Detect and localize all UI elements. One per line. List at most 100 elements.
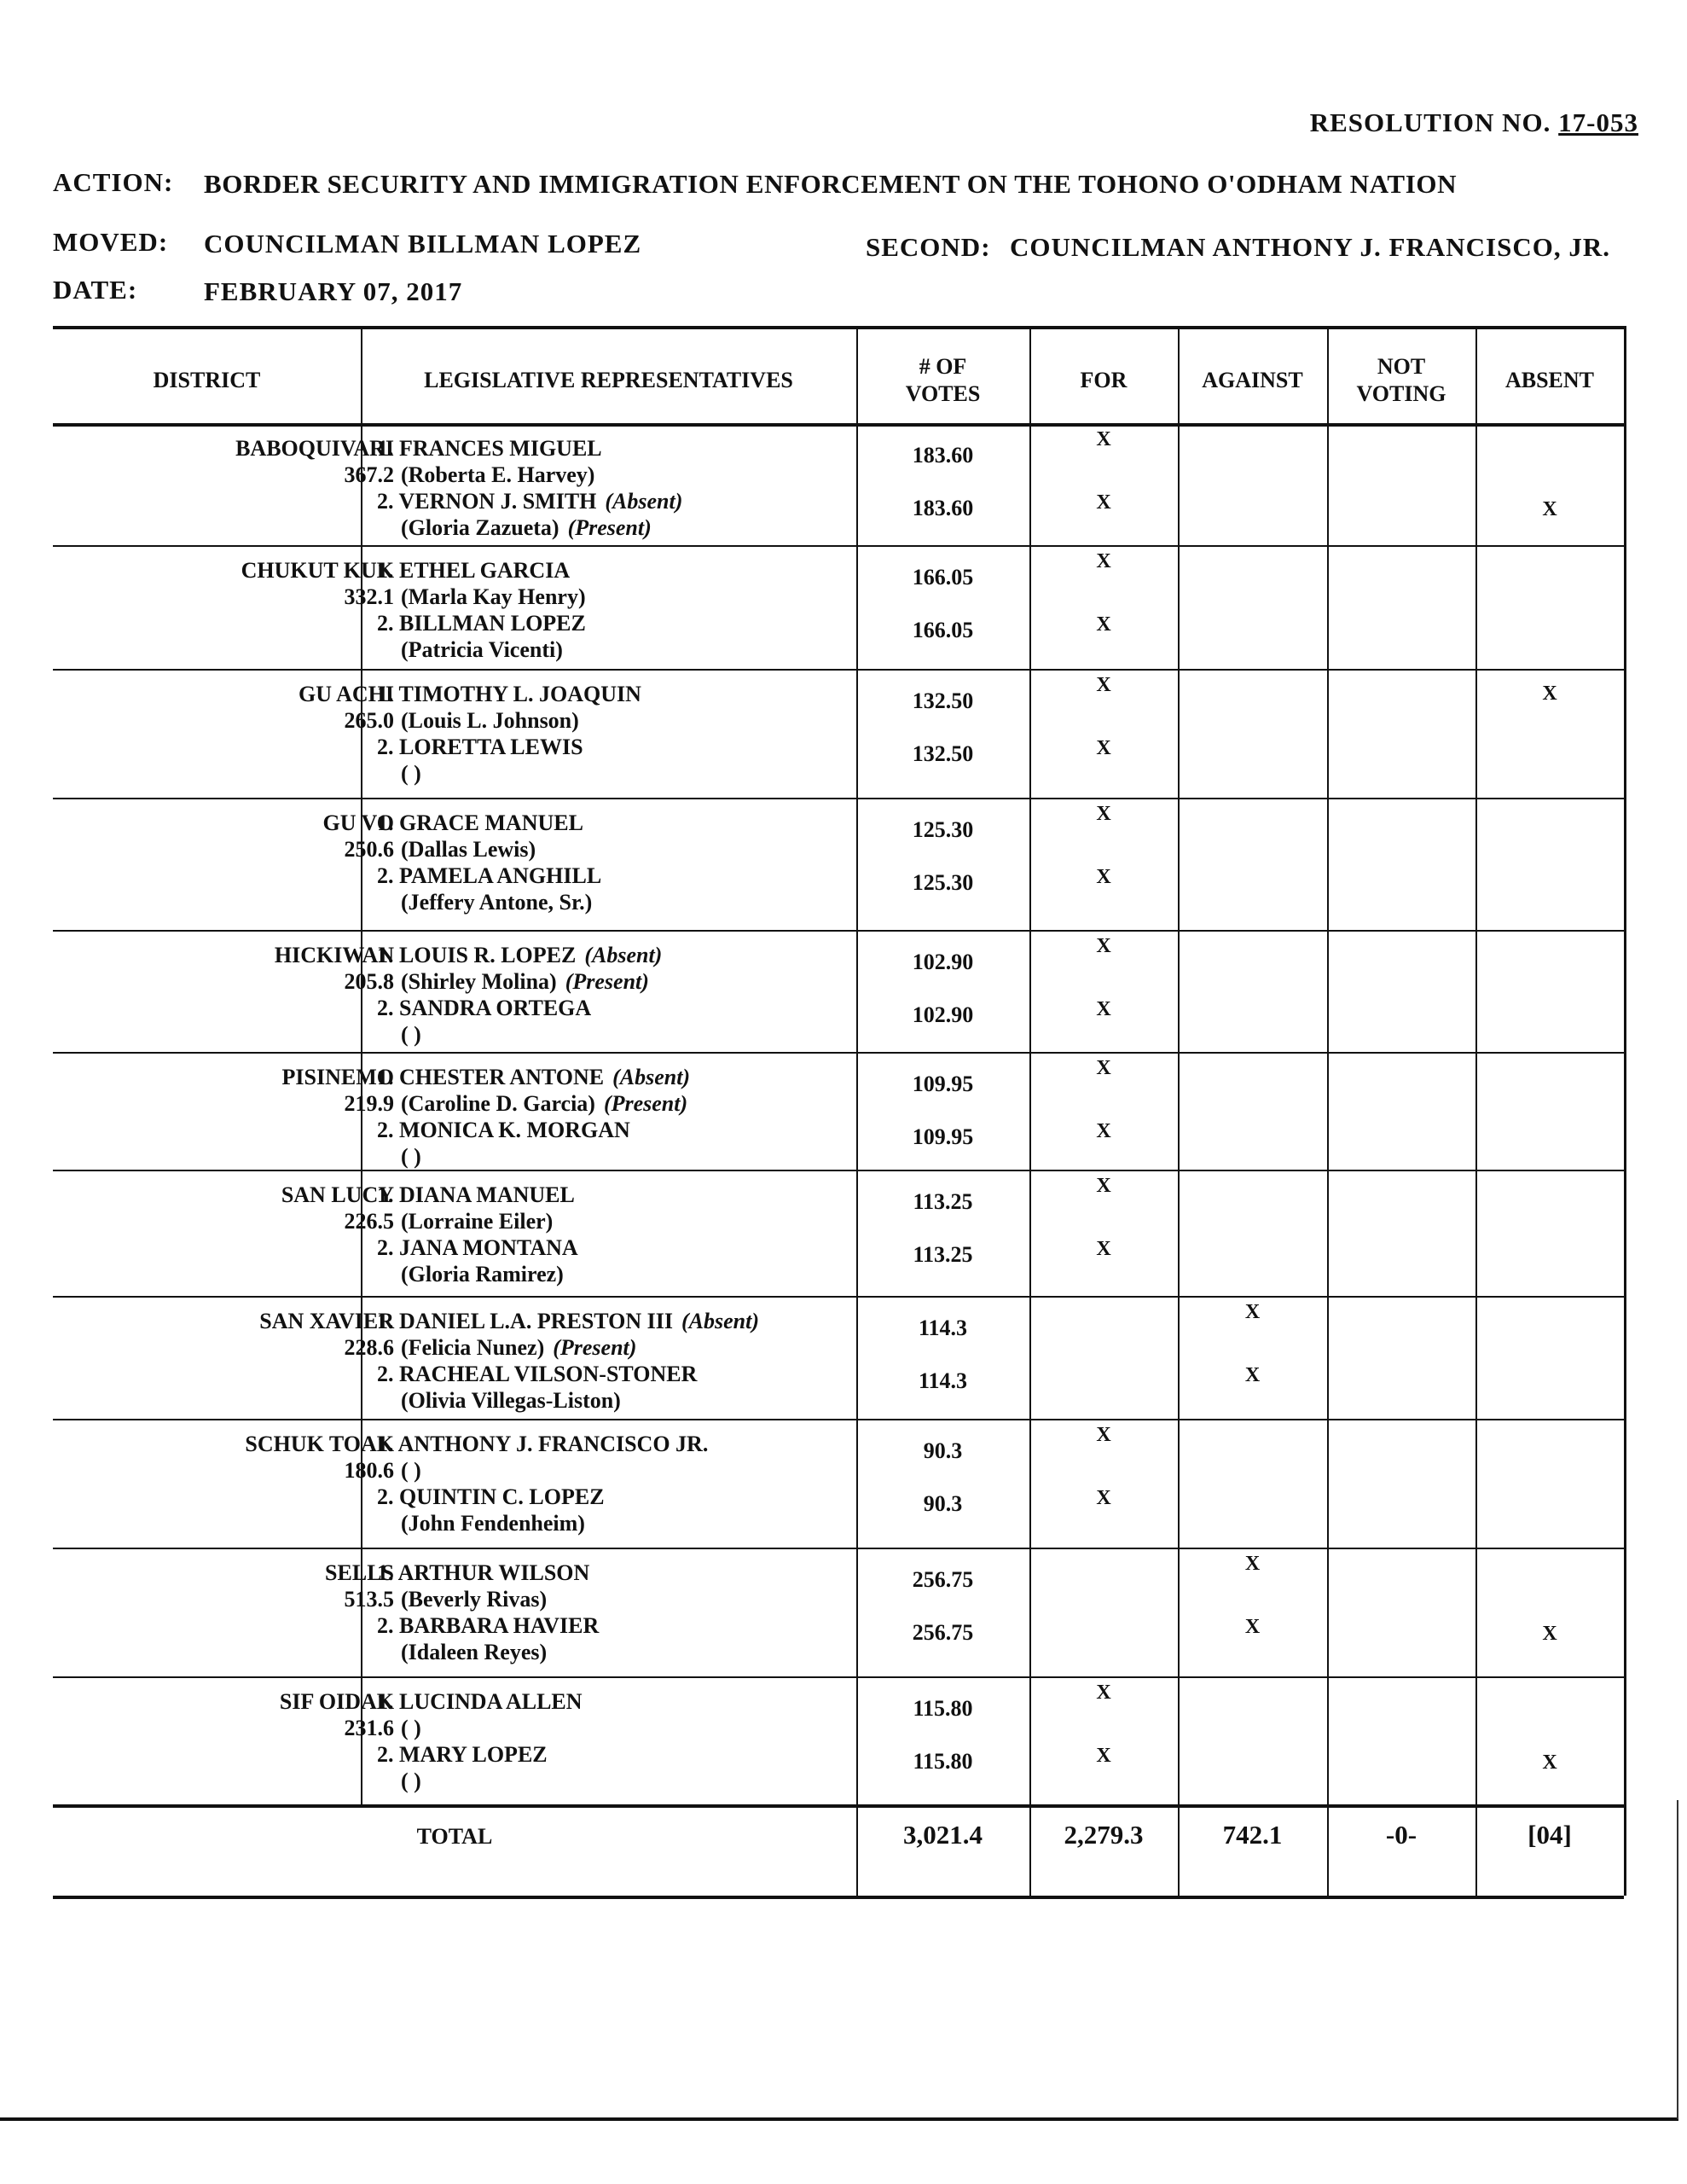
representative-name: 2. MARY LOPEZ [377,1742,548,1767]
total-votes: 3,021.4 [903,1820,983,1850]
representative-line: (Caroline D. Garcia) (Present) [377,1090,690,1117]
votes-value: 113.25 [913,1189,973,1214]
table-row: SCHUK TOAK 180.6 1. ANTHONY J. FRANCISCO J… [53,1419,1624,1548]
votes-value: 102.90 [912,1002,974,1027]
representative-line: (Dallas Lewis) [377,836,601,863]
table-row: HICKIWAN 205.8 1. LOUIS R. LOPEZ (Absent) (S… [53,930,1624,1052]
representatives-cell: 1. DANIEL L.A. PRESTON III (Absent) (Felic… [377,1308,759,1414]
for-mark: X [1096,866,1111,888]
district-cell: GU VO 250.6 [322,810,394,863]
district-votes: 226.5 [344,1209,395,1234]
table-rule [53,1419,1624,1420]
total-label: TOTAL [416,1824,493,1849]
votes-value: 183.60 [912,496,974,520]
column-divider [361,326,362,1804]
for-mark: X [1096,550,1111,572]
table-rule [53,1676,1624,1678]
representative-line: 1. ARTHUR WILSON [377,1560,599,1586]
representative-name: ( ) [401,761,421,786]
representative-name: 2. JANA MONTANA [377,1235,578,1260]
representative-name: (Beverly Rivas) [401,1587,548,1612]
representative-line: (Roberta E. Harvey) [377,462,682,488]
table-rule [53,326,1624,329]
representative-name: 1. LUCINDA ALLEN [377,1689,583,1714]
against-mark: X [1244,1553,1261,1575]
column-divider [856,326,858,1896]
representative-line: 1. ANTHONY J. FRANCISCO JR. [377,1431,708,1457]
representative-line: 2. SANDRA ORTEGA [377,995,662,1021]
representative-line: (Gloria Ramirez) [377,1261,578,1287]
absent-mark: X [1542,1623,1557,1645]
table-rule [53,1548,1624,1549]
district-name: GU ACHI [299,682,394,706]
votes-value: 114.3 [918,1368,968,1393]
action-value: BORDER SECURITY AND IMMIGRATION ENFORCEM… [204,169,1458,199]
representative-line: 1. LUCINDA ALLEN [377,1688,583,1715]
votes-value: 125.30 [912,870,974,895]
table-rule [53,545,1624,547]
for-mark: X [1096,1682,1111,1704]
header-votes: # OF VOTES [905,354,981,406]
votes-value: 114.3 [918,1316,968,1340]
representative-name: 2. SANDRA ORTEGA [377,996,592,1020]
table-row: GU VO 250.6 1. GRACE MANUEL (Dallas Lewis) 2… [53,798,1624,930]
representative-name: 1. FRANCES MIGUEL [377,436,602,461]
representative-name: 1. ETHEL GARCIA [377,558,571,583]
table-rule [53,798,1624,799]
votes-value: 102.90 [912,950,974,974]
representatives-cell: 1. TIMOTHY L. JOAQUIN (Louis L. Johnson) 2… [377,681,641,787]
votes-value: 109.95 [912,1072,974,1096]
moved-label: MOVED: [53,227,169,257]
district-votes: 332.1 [344,584,395,609]
representative-line: 1. ETHEL GARCIA [377,557,586,584]
for-mark: X [1096,613,1111,636]
district-name: BABOQUIVARI [235,436,394,461]
representative-name: (Dallas Lewis) [401,837,536,862]
district-name: SIF OIDAK [279,1689,394,1714]
votes-value: 90.3 [923,1438,963,1463]
representative-name: ( ) [401,1022,421,1047]
representative-line: (Jeffery Antone, Sr.) [377,889,601,915]
vote-table: DISTRICT LEGISLATIVE REPRESENTATIVES # OF … [53,326,1626,1899]
table-rule [53,930,1624,932]
for-mark: X [1096,428,1111,450]
representatives-cell: 1. LOUIS R. LOPEZ (Absent) (Shirley Molina… [377,942,662,1048]
second-value: COUNCILMAN ANTHONY J. FRANCISCO, JR. [1010,232,1610,262]
district-cell: BABOQUIVARI 367.2 [235,435,394,488]
for-mark: X [1096,803,1111,825]
district-votes: 250.6 [344,837,395,862]
table-rule [53,1804,1624,1808]
representative-name: 2. VERNON J. SMITH [377,489,597,514]
representative-line: 1. DIANA MANUEL [377,1182,578,1208]
table-rule [53,1296,1624,1298]
for-mark: X [1096,737,1111,759]
header-against: AGAINST [1202,368,1303,392]
representative-name: (Patricia Vicenti) [401,637,563,662]
representative-line: (John Fendenheim) [377,1510,708,1536]
votes-value: 115.80 [913,1749,973,1774]
for-mark: X [1096,1238,1111,1260]
district-name: SAN XAVIER [259,1309,394,1333]
representative-line: 2. PAMELA ANGHILL [377,863,601,889]
header-absent: ABSENT [1504,368,1595,392]
page-right-edge [1677,1800,1678,2119]
representative-name: (Lorraine Eiler) [401,1209,554,1234]
resolution-value: 17-053 [1558,107,1638,137]
page-bottom-edge [0,2117,1678,2121]
representatives-cell: 1. CHESTER ANTONE (Absent) (Caroline D. Ga… [377,1064,690,1170]
district-cell: GU ACHI 265.0 [299,681,394,734]
votes-value: 256.75 [912,1567,974,1592]
total-against: 742.1 [1222,1820,1283,1850]
representatives-cell: 1. GRACE MANUEL (Dallas Lewis) 2. PAMELA A… [377,810,601,915]
representatives-cell: 1. ETHEL GARCIA (Marla Kay Henry) 2. BILLM… [377,557,586,663]
representative-name: 1. ANTHONY J. FRANCISCO JR. [377,1432,709,1456]
representative-line: 1. LOUIS R. LOPEZ (Absent) [377,942,662,968]
district-votes: 231.6 [344,1716,395,1740]
representative-line: (Patricia Vicenti) [377,636,586,663]
representative-line: 1. TIMOTHY L. JOAQUIN [377,681,641,707]
district-name: PISINEMO [281,1065,394,1089]
votes-value: 125.30 [912,817,974,842]
representative-name: (Louis L. Johnson) [401,708,579,733]
for-mark: X [1096,935,1111,957]
total-not-voting: -0- [1385,1820,1417,1850]
